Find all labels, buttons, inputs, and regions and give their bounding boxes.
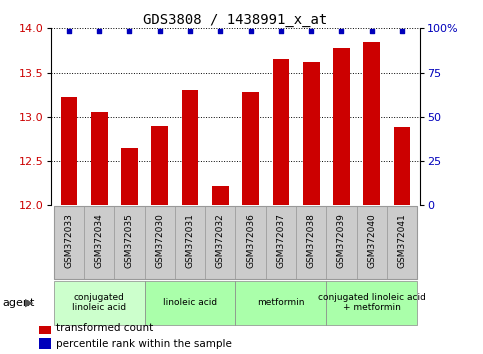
Bar [327,281,417,325]
Point [216,28,224,34]
Bar [205,206,235,279]
Text: GSM372036: GSM372036 [246,213,255,268]
Point [65,28,73,34]
Text: ▶: ▶ [25,298,34,308]
Bar [327,206,356,279]
Text: percentile rank within the sample: percentile rank within the sample [56,338,231,349]
Point [338,28,345,34]
Point [247,28,255,34]
Text: GSM372039: GSM372039 [337,213,346,268]
Bar [394,127,411,205]
Text: metformin: metformin [257,298,305,307]
Bar [144,206,175,279]
Bar [39,338,51,349]
Bar [356,206,387,279]
Text: GSM372040: GSM372040 [367,213,376,268]
Point [368,28,376,34]
Bar [296,206,327,279]
Point [126,28,133,34]
Text: GSM372034: GSM372034 [95,213,104,268]
Bar [151,126,168,205]
Bar [363,42,380,205]
Bar [236,206,266,279]
Bar [91,112,108,205]
Text: conjugated
linoleic acid: conjugated linoleic acid [72,293,126,312]
Point [156,28,164,34]
Bar [212,186,228,205]
Text: GSM372035: GSM372035 [125,213,134,268]
Bar [387,206,417,279]
Bar [266,206,296,279]
Bar [84,206,114,279]
Text: GSM372030: GSM372030 [155,213,164,268]
Bar [242,92,259,205]
Bar [54,206,84,279]
Bar [303,62,320,205]
Text: conjugated linoleic acid
+ metformin: conjugated linoleic acid + metformin [318,293,426,312]
Bar [333,48,350,205]
Text: GSM372031: GSM372031 [185,213,195,268]
Point [95,28,103,34]
Point [398,28,406,34]
Text: transformed count: transformed count [56,323,153,333]
Bar [114,206,144,279]
Bar [182,90,199,205]
Text: GSM372041: GSM372041 [398,213,407,268]
Point [277,28,285,34]
Bar [54,281,144,325]
Text: GSM372038: GSM372038 [307,213,316,268]
Bar [144,281,235,325]
Text: linoleic acid: linoleic acid [163,298,217,307]
Bar [236,281,327,325]
Bar [39,323,51,333]
Bar [121,148,138,205]
Bar [60,97,77,205]
Title: GDS3808 / 1438991_x_at: GDS3808 / 1438991_x_at [143,13,327,27]
Bar [272,59,289,205]
Text: GSM372033: GSM372033 [64,213,73,268]
Text: GSM372037: GSM372037 [276,213,285,268]
Text: agent: agent [2,298,35,308]
Text: GSM372032: GSM372032 [216,213,225,268]
Bar [175,206,205,279]
Point [186,28,194,34]
Point [307,28,315,34]
